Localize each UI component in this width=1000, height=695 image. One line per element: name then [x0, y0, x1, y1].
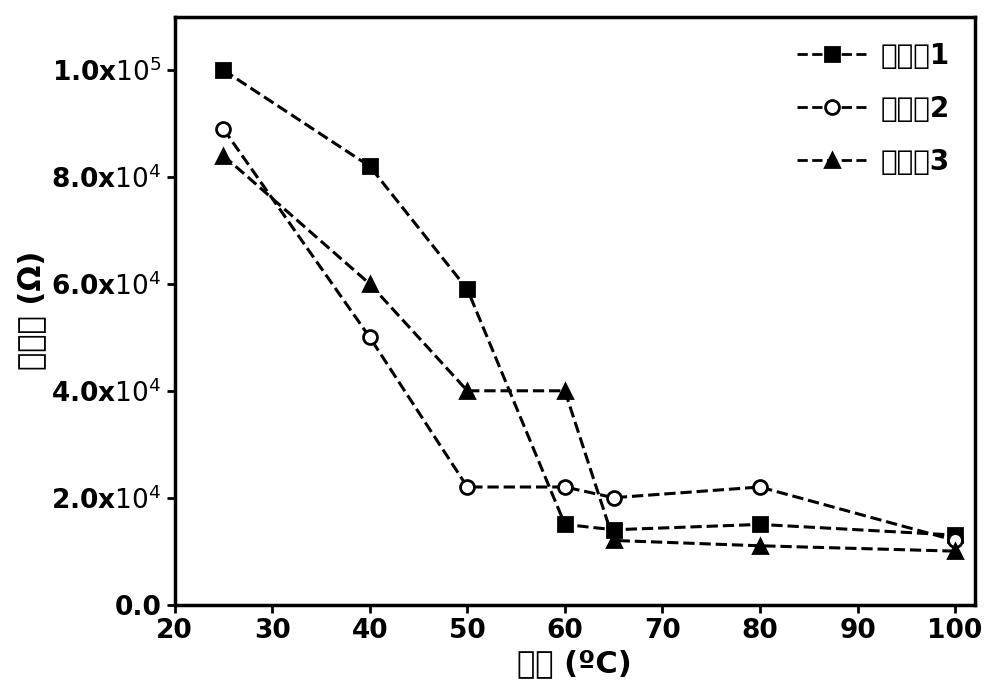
实施例3 [754, 541, 766, 550]
实施例2 [461, 483, 473, 491]
Line: 实施例2: 实施例2 [216, 122, 962, 548]
Line: 实施例3: 实施例3 [216, 149, 962, 558]
实施例3 [559, 386, 571, 395]
X-axis label: 温度 (ºC): 温度 (ºC) [517, 649, 632, 678]
实施例1 [608, 525, 620, 534]
Line: 实施例1: 实施例1 [216, 63, 962, 542]
实施例2 [364, 333, 376, 341]
实施例2 [754, 483, 766, 491]
实施例1 [559, 521, 571, 529]
实施例1 [461, 285, 473, 293]
实施例3 [217, 152, 229, 160]
实施例3 [364, 279, 376, 288]
实施例1 [364, 162, 376, 170]
Legend: 实施例1, 实施例2, 实施例3: 实施例1, 实施例2, 实施例3 [786, 31, 961, 187]
实施例2 [608, 493, 620, 502]
实施例2 [949, 537, 961, 545]
实施例2 [217, 124, 229, 133]
实施例1 [949, 531, 961, 539]
实施例1 [754, 521, 766, 529]
Y-axis label: 电阻値 (Ω): 电阻値 (Ω) [17, 251, 46, 370]
实施例3 [461, 386, 473, 395]
实施例3 [949, 547, 961, 555]
实施例2 [559, 483, 571, 491]
实施例3 [608, 537, 620, 545]
实施例1 [217, 66, 229, 74]
